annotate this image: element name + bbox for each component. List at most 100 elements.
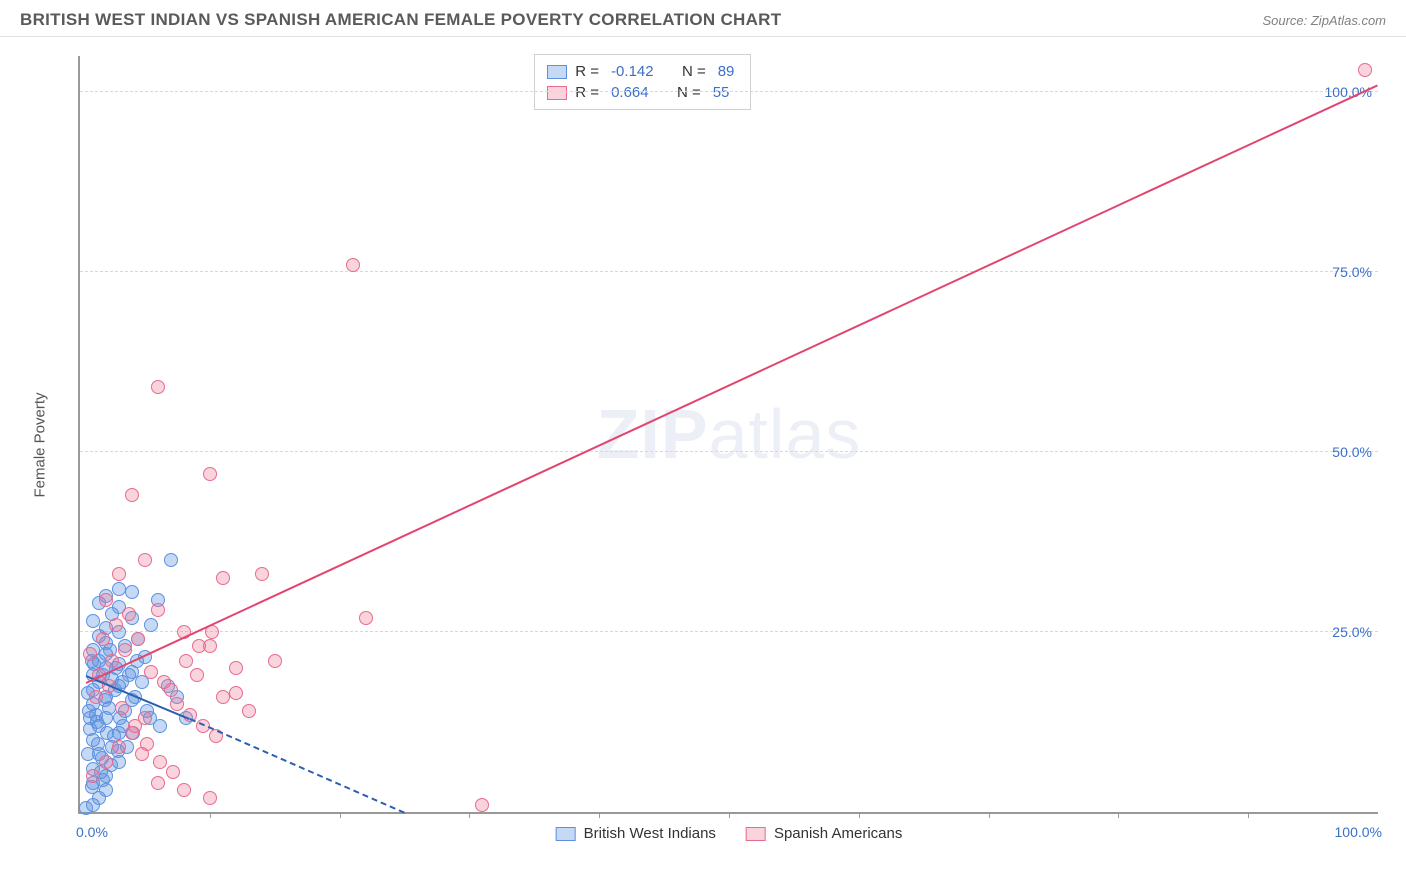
data-point xyxy=(99,755,113,769)
data-point xyxy=(192,639,206,653)
r-label: R = xyxy=(575,63,599,80)
data-point xyxy=(89,690,103,704)
data-point xyxy=(112,582,126,596)
chart-title: BRITISH WEST INDIAN VS SPANISH AMERICAN … xyxy=(20,10,781,30)
data-point xyxy=(359,611,373,625)
legend-item: British West Indians xyxy=(556,825,716,842)
legend-swatch xyxy=(556,827,576,841)
r-value: 0.664 xyxy=(611,84,649,101)
series-legend: British West Indians Spanish Americans xyxy=(556,825,903,842)
data-point xyxy=(99,593,113,607)
gridline-h xyxy=(80,271,1378,272)
data-point xyxy=(151,380,165,394)
source-attribution: Source: ZipAtlas.com xyxy=(1262,13,1386,28)
data-point xyxy=(203,791,217,805)
data-point xyxy=(138,553,152,567)
x-tick xyxy=(989,812,990,818)
data-point xyxy=(91,737,105,751)
n-label: N = xyxy=(677,84,701,101)
data-point xyxy=(164,553,178,567)
y-tick-label: 25.0% xyxy=(1332,624,1372,640)
chart-area: Female Poverty ZIPatlas 0.0% 100.0% R =-… xyxy=(50,48,1386,842)
data-point xyxy=(179,654,193,668)
data-point xyxy=(229,661,243,675)
data-point xyxy=(86,614,100,628)
data-point xyxy=(157,675,171,689)
gridline-h xyxy=(80,451,1378,452)
data-point xyxy=(135,747,149,761)
gridline-h xyxy=(80,631,1378,632)
data-point xyxy=(83,647,97,661)
r-value: -0.142 xyxy=(611,63,654,80)
r-label: R = xyxy=(575,84,599,101)
data-point xyxy=(153,719,167,733)
data-point xyxy=(96,632,110,646)
data-point xyxy=(81,747,95,761)
data-point xyxy=(118,643,132,657)
data-point xyxy=(346,258,360,272)
stats-legend-row: R = -0.142 N = 89 xyxy=(547,61,738,82)
x-tick xyxy=(210,812,211,818)
data-point xyxy=(216,690,230,704)
data-point xyxy=(122,607,136,621)
watermark-bold: ZIP xyxy=(597,395,709,473)
trend-line-extension xyxy=(190,718,405,813)
n-label: N = xyxy=(682,63,706,80)
trend-line xyxy=(86,85,1378,684)
data-point xyxy=(255,567,269,581)
data-point xyxy=(166,765,180,779)
n-value: 55 xyxy=(713,84,730,101)
watermark: ZIPatlas xyxy=(597,394,862,474)
data-point xyxy=(229,686,243,700)
data-point xyxy=(475,798,489,812)
data-point xyxy=(131,632,145,646)
data-point xyxy=(177,783,191,797)
data-point xyxy=(86,769,100,783)
data-point xyxy=(122,668,136,682)
legend-item: Spanish Americans xyxy=(746,825,902,842)
data-point xyxy=(125,488,139,502)
data-point xyxy=(153,755,167,769)
data-point xyxy=(125,585,139,599)
data-point xyxy=(128,719,142,733)
scatter-plot: ZIPatlas 0.0% 100.0% R =-0.142 N =89R =0… xyxy=(78,56,1378,814)
legend-label: Spanish Americans xyxy=(774,825,902,842)
data-point xyxy=(151,603,165,617)
legend-swatch xyxy=(547,65,567,79)
legend-label: British West Indians xyxy=(584,825,716,842)
data-point xyxy=(268,654,282,668)
data-point xyxy=(109,618,123,632)
y-tick-label: 75.0% xyxy=(1332,264,1372,280)
data-point xyxy=(190,668,204,682)
data-point xyxy=(151,776,165,790)
chart-header: BRITISH WEST INDIAN VS SPANISH AMERICAN … xyxy=(0,0,1406,37)
data-point xyxy=(112,740,126,754)
data-point xyxy=(242,704,256,718)
data-point xyxy=(1358,63,1372,77)
data-point xyxy=(144,618,158,632)
data-point xyxy=(203,467,217,481)
x-tick-label-min: 0.0% xyxy=(76,824,108,840)
stats-legend-row: R = 0.664 N = 55 xyxy=(547,82,738,103)
n-value: 89 xyxy=(718,63,735,80)
x-tick-label-max: 100.0% xyxy=(1335,824,1382,840)
y-tick-label: 50.0% xyxy=(1332,444,1372,460)
x-tick xyxy=(859,812,860,818)
x-tick xyxy=(469,812,470,818)
data-point xyxy=(112,567,126,581)
legend-swatch xyxy=(746,827,766,841)
data-point xyxy=(115,701,129,715)
x-tick xyxy=(599,812,600,818)
y-axis-label: Female Poverty xyxy=(32,392,49,497)
watermark-light: atlas xyxy=(709,395,862,473)
data-point xyxy=(83,711,97,725)
gridline-h xyxy=(80,91,1378,92)
legend-swatch xyxy=(547,86,567,100)
data-point xyxy=(170,697,184,711)
x-tick xyxy=(340,812,341,818)
stats-legend: R = -0.142 N = 89 R = 0.664 N = 55 xyxy=(534,54,751,110)
x-tick xyxy=(1248,812,1249,818)
x-tick xyxy=(1118,812,1119,818)
data-point xyxy=(144,665,158,679)
data-point xyxy=(216,571,230,585)
